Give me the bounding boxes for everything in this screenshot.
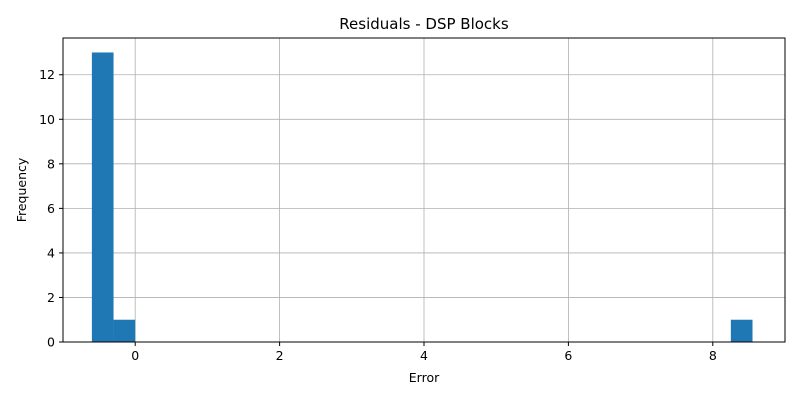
x-tick-label: 8 xyxy=(709,348,717,363)
y-tick-label: 8 xyxy=(47,156,55,171)
y-tick-label: 4 xyxy=(47,245,55,260)
histogram-bar xyxy=(730,319,753,342)
x-tick-label: 2 xyxy=(276,348,284,363)
x-axis-label: Error xyxy=(409,370,440,385)
histogram-bar xyxy=(113,319,136,342)
y-tick-label: 12 xyxy=(39,67,55,82)
histogram-bar xyxy=(91,52,114,342)
chart-title: Residuals - DSP Blocks xyxy=(339,15,509,33)
y-tick-label: 6 xyxy=(47,201,55,216)
grid-lines xyxy=(63,38,785,343)
x-tick-label: 4 xyxy=(420,348,428,363)
x-tick-label: 6 xyxy=(564,348,572,363)
x-tick-label: 0 xyxy=(131,348,139,363)
histogram-bars xyxy=(91,52,753,342)
y-axis-label: Frequency xyxy=(14,157,29,222)
y-tick-label: 0 xyxy=(47,335,55,350)
y-tick-label: 2 xyxy=(47,290,55,305)
y-tick-label: 10 xyxy=(39,112,55,127)
y-axis-ticks: 0 2 4 6 8 10 12 xyxy=(39,67,63,350)
x-axis-ticks: 0 2 4 6 8 xyxy=(131,342,717,363)
